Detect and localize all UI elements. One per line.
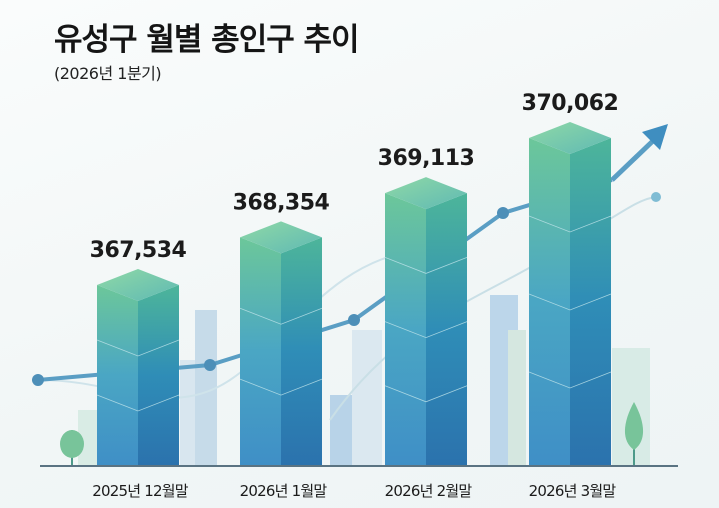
category-label: 2026년 2월말 (385, 482, 473, 500)
category-label: 2026년 3월말 (529, 482, 617, 500)
bar-segment-line (384, 321, 468, 339)
bar-segment-line (96, 339, 180, 357)
value-label: 367,534 (90, 238, 187, 263)
arrow-up-icon (642, 124, 668, 150)
bar-segment-line (96, 394, 180, 412)
bar (384, 177, 468, 466)
bar (239, 221, 323, 466)
bar (96, 269, 180, 466)
bar-top-face (240, 221, 322, 254)
bar-segment-line (239, 378, 323, 396)
trend-point (651, 192, 661, 202)
bar-segment-line (239, 307, 323, 325)
trend-point (348, 314, 360, 326)
trend-point (32, 374, 44, 386)
trend-point (204, 359, 216, 371)
bar-top-face (97, 269, 179, 301)
bar-segment-line (528, 371, 612, 389)
trend-point (497, 207, 509, 219)
bar-right-face (281, 237, 322, 466)
category-label: 2026년 1월말 (240, 482, 328, 500)
bar-segment-line (528, 215, 612, 233)
trend-arrow-shaft (610, 136, 658, 182)
bar-left-face (240, 237, 281, 466)
bar-top-face (529, 122, 611, 154)
value-label: 370,062 (522, 91, 619, 116)
bar-segment-line (528, 293, 612, 311)
value-label: 368,354 (233, 190, 330, 215)
bar-segment-line (384, 257, 468, 274)
chart-subtitle: (2026년 1분기) (54, 64, 162, 83)
chart-title: 유성구 월별 총인구 추이 (54, 22, 360, 58)
category-label: 2025년 12월말 (92, 482, 188, 500)
tree-icon (624, 402, 644, 466)
value-label: 369,113 (378, 146, 475, 171)
bar-left-face (97, 285, 138, 466)
bar-right-face (138, 285, 179, 466)
skyline-background (39, 196, 657, 466)
bar (528, 122, 612, 466)
bar-segment-line (384, 385, 468, 403)
bar-top-face (385, 177, 467, 210)
tree-icon (60, 430, 84, 466)
